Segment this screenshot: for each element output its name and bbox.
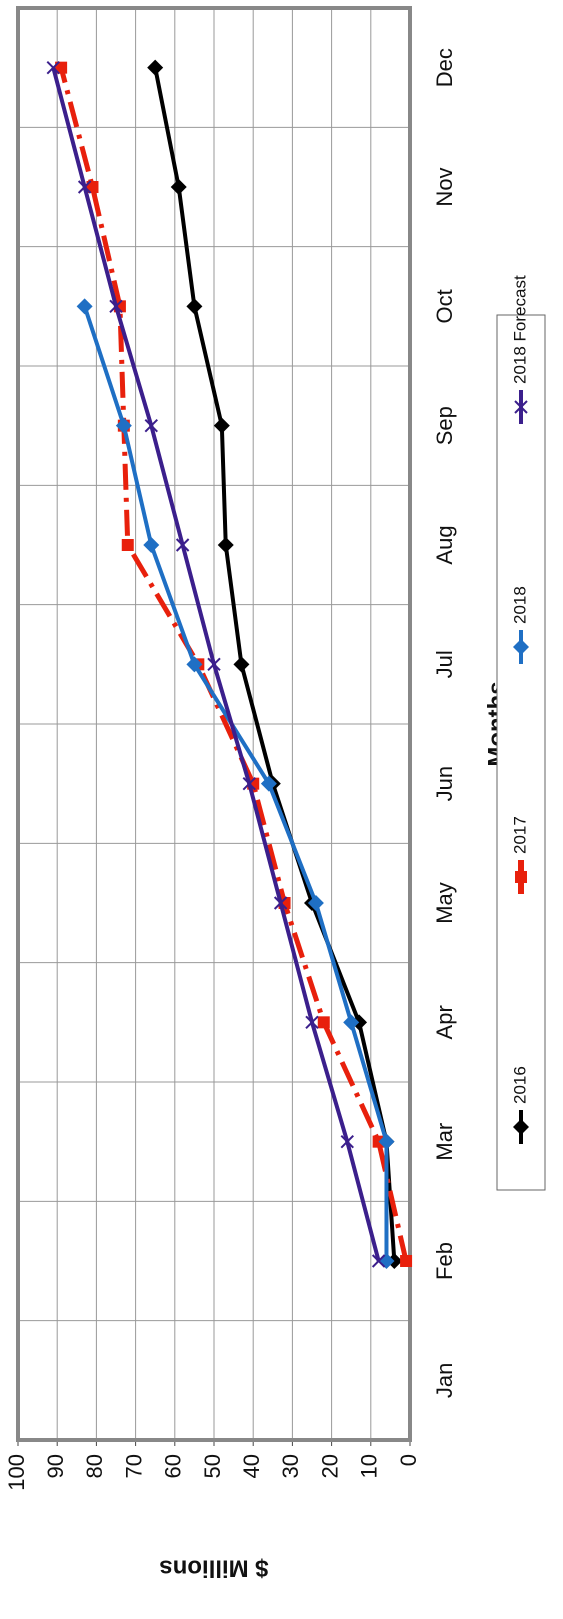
point (77, 180, 92, 194)
y-tick-label: 100 (4, 1454, 29, 1491)
point (147, 59, 164, 76)
y-tick-label: 70 (121, 1454, 146, 1478)
y-tick-label: 10 (357, 1454, 382, 1478)
x-tick-label: Sep (432, 406, 457, 445)
legend-marker (513, 1119, 529, 1135)
legend-marker (514, 400, 528, 414)
y-tick-label: 30 (278, 1454, 303, 1478)
point (343, 1014, 360, 1031)
point (305, 1015, 319, 1030)
legend-box (496, 314, 546, 1191)
point (186, 656, 203, 673)
x-tick-label: Jun (432, 766, 457, 801)
legend-label: 2017 (510, 816, 529, 854)
x-tick-label: Apr (432, 1005, 457, 1039)
point (170, 179, 187, 195)
point (55, 61, 68, 74)
legend-label: 2018 (510, 586, 529, 624)
point (76, 298, 93, 315)
y-tick-label: 80 (82, 1454, 107, 1478)
point (371, 1254, 386, 1268)
legend-label: 2016 (510, 1066, 529, 1104)
point (144, 418, 158, 433)
x-tick-label: Aug (432, 525, 457, 564)
point (400, 1255, 413, 1267)
point (115, 417, 132, 434)
y-tick-label: 20 (317, 1454, 342, 1478)
y-tick-label: 60 (161, 1454, 186, 1478)
x-tick-label: Oct (432, 289, 457, 323)
point (260, 775, 277, 792)
x-tick-label: Jul (432, 650, 457, 678)
point (109, 299, 123, 314)
point (317, 1016, 330, 1029)
legend-label: 2018 Forecast (510, 275, 529, 384)
x-tick-label: Jan (432, 1363, 457, 1398)
y-tick-label: 50 (200, 1454, 225, 1478)
y-tick-label: 40 (239, 1454, 264, 1478)
point (273, 896, 288, 910)
point (213, 417, 230, 434)
point (143, 537, 160, 553)
point (46, 60, 60, 75)
plot-border (16, 6, 412, 1442)
point (340, 1134, 354, 1149)
point (233, 656, 250, 673)
x-tick-label: Feb (432, 1242, 457, 1280)
legend-marker (513, 639, 529, 655)
legend-marker (515, 871, 527, 883)
point (86, 181, 99, 193)
x-tick-label: Nov (432, 167, 457, 206)
point (242, 776, 256, 791)
point (207, 657, 221, 672)
point (378, 1133, 395, 1150)
point (121, 539, 134, 551)
point (175, 538, 190, 552)
point (217, 537, 234, 553)
point (307, 895, 324, 911)
x-tick-label: Dec (432, 48, 457, 87)
x-tick-label: Mar (432, 1123, 457, 1161)
x-tick-label: May (432, 882, 457, 924)
y-tick-label: 90 (43, 1454, 68, 1478)
y-tick-label: 0 (396, 1454, 421, 1466)
point (186, 298, 203, 315)
y-axis-title: $ Millions (159, 1555, 268, 1582)
